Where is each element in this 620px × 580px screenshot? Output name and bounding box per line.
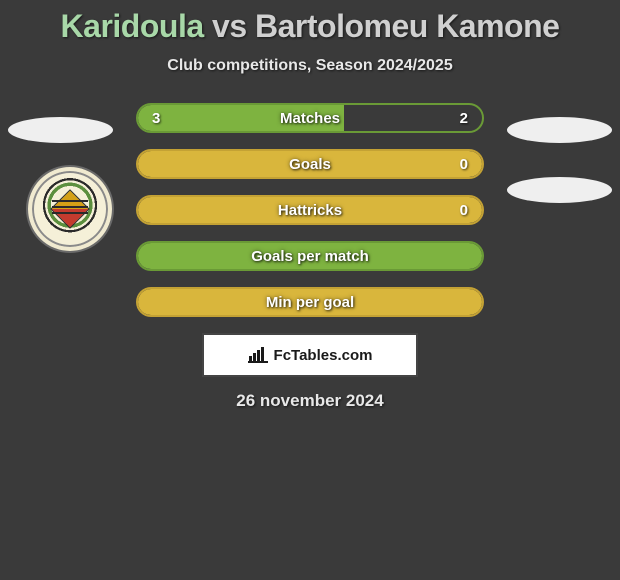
stat-bar: Min per goal	[136, 287, 484, 317]
player1-name: Karidoula	[61, 8, 204, 44]
stat-bar: Goals per match	[136, 241, 484, 271]
content-area: 3 Matches 2 Goals 0 Hattricks 0 Goals per match…	[0, 103, 620, 411]
stat-bar: 3 Matches 2	[136, 103, 484, 133]
vs-text: vs	[212, 8, 247, 44]
stat-right-value: 2	[460, 110, 468, 127]
stats-bars: 3 Matches 2 Goals 0 Hattricks 0 Goals per match…	[136, 103, 484, 317]
stat-label: Matches	[280, 110, 340, 127]
date-text: 26 november 2024	[0, 391, 620, 411]
stat-label: Goals	[289, 156, 331, 173]
placeholder-oval-right-1	[507, 117, 612, 143]
player2-name: Bartolomeu Kamone	[255, 8, 559, 44]
stat-label: Hattricks	[278, 202, 342, 219]
comparison-card: Karidoula vs Bartolomeu Kamone Club comp…	[0, 0, 620, 411]
stat-label: Min per goal	[266, 294, 354, 311]
stat-right-value: 0	[460, 156, 468, 173]
subtitle: Club competitions, Season 2024/2025	[0, 57, 620, 75]
placeholder-oval-left	[8, 117, 113, 143]
stat-bar: Goals 0	[136, 149, 484, 179]
placeholder-oval-right-2	[507, 177, 612, 203]
brand-text: FcTables.com	[274, 347, 373, 364]
stat-bar: Hattricks 0	[136, 195, 484, 225]
club-badge-icon	[28, 167, 112, 251]
stat-right-value: 0	[460, 202, 468, 219]
brand-box[interactable]: FcTables.com	[202, 333, 418, 377]
page-title: Karidoula vs Bartolomeu Kamone	[0, 8, 620, 45]
stat-label: Goals per match	[251, 248, 369, 265]
stat-left-value: 3	[152, 110, 160, 127]
bar-chart-icon	[248, 347, 268, 363]
